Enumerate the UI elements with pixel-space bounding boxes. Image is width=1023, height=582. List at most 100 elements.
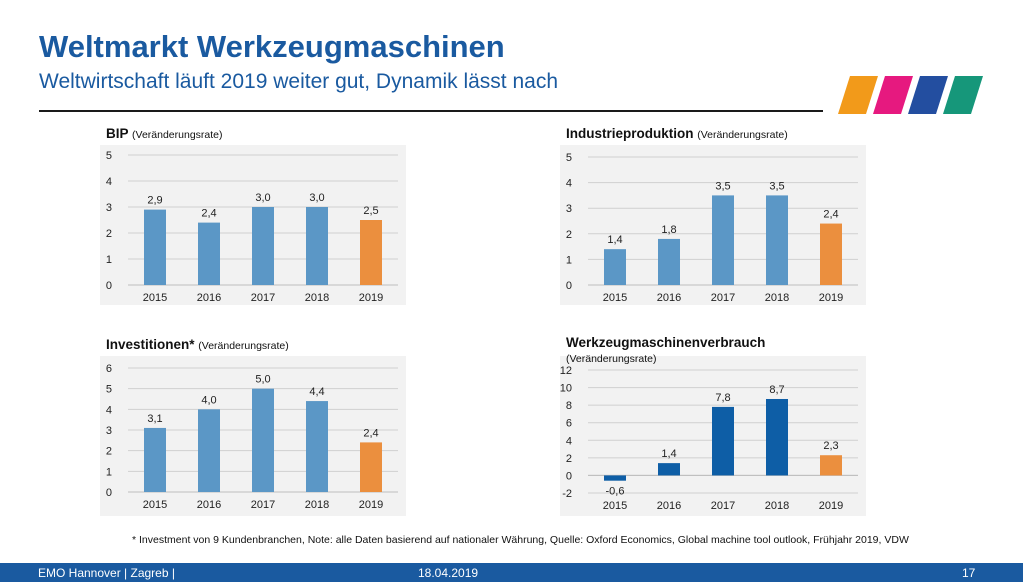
data-label: 2,4 (201, 208, 216, 220)
chart-subtitle-text: (Veränderungsrate) (198, 340, 289, 352)
chart-subtitle-text: (Veränderungsrate) (566, 353, 657, 365)
bar (306, 207, 328, 285)
x-tick-label: 2016 (197, 292, 221, 304)
bar (820, 223, 842, 285)
y-tick-label: 5 (106, 384, 112, 396)
x-tick-label: 2015 (143, 292, 167, 304)
y-tick-label: 6 (566, 418, 572, 430)
y-tick-label: 2 (566, 453, 572, 465)
x-tick-label: 2016 (657, 500, 681, 512)
chart-svg-industrieproduktion: 0 1 2 3 4 5 1,4 2015 1,8 2016 3,5 2017 3,5 2018 2,4 201… (566, 152, 858, 304)
y-tick-label: 4 (106, 404, 112, 416)
chart-title-text: Industrieproduktion (566, 126, 694, 141)
data-label: -0,6 (606, 486, 625, 498)
y-tick-label: 2 (106, 228, 112, 240)
x-tick-label: 2018 (765, 292, 789, 304)
y-tick-label: 3 (106, 202, 112, 214)
data-label: 1,8 (661, 224, 676, 236)
x-tick-label: 2019 (359, 292, 383, 304)
y-tick-label: 1 (106, 466, 112, 478)
data-label: 3,5 (715, 180, 730, 192)
data-label: 7,8 (715, 392, 730, 404)
data-label: 3,0 (309, 192, 324, 204)
footer-date: 18.04.2019 (418, 566, 479, 580)
bar (306, 401, 328, 492)
data-label: 8,7 (769, 384, 784, 396)
chart-title-werkzeugmaschinenverbrauch: Werkzeugmaschinenverbrauch (Veränderungs… (566, 335, 826, 367)
bar (766, 398, 788, 476)
data-label: 1,4 (607, 234, 622, 246)
bar (712, 195, 734, 285)
data-label: 3,1 (147, 413, 162, 425)
y-tick-label: 2 (566, 229, 572, 241)
chart-title-text: BIP (106, 126, 129, 141)
data-label: 2,4 (363, 427, 378, 439)
bar (360, 442, 382, 492)
y-tick-label: 5 (566, 152, 572, 164)
bar (144, 427, 166, 492)
data-label: 3,5 (769, 180, 784, 192)
logo-stripe-magenta (873, 76, 913, 114)
logo-stripe-orange (838, 76, 878, 114)
page-title: Weltmarkt Werkzeugmaschinen (39, 29, 505, 64)
x-tick-label: 2019 (359, 499, 383, 511)
bar (252, 207, 274, 285)
data-label: 4,4 (309, 386, 324, 398)
x-tick-label: 2018 (305, 499, 329, 511)
y-tick-label: -2 (562, 488, 572, 500)
y-tick-label: 0 (106, 280, 112, 292)
x-tick-label: 2015 (143, 499, 167, 511)
data-label: 5,0 (255, 374, 270, 386)
chart-subtitle-text: (Veränderungsrate) (697, 129, 788, 141)
y-tick-label: 3 (106, 425, 112, 437)
data-label: 2,9 (147, 195, 162, 207)
x-tick-label: 2017 (251, 499, 275, 511)
bar (144, 209, 166, 285)
x-tick-label: 2016 (657, 292, 681, 304)
emo-logo-stripes (838, 76, 983, 114)
chart-subtitle-text: (Veränderungsrate) (132, 129, 223, 141)
x-tick-label: 2015 (603, 500, 627, 512)
bar (252, 388, 274, 492)
data-label: 2,4 (823, 209, 838, 221)
x-tick-label: 2017 (711, 500, 735, 512)
y-tick-label: 2 (106, 446, 112, 458)
data-label: 1,4 (661, 448, 676, 460)
bar (712, 406, 734, 476)
chart-industrieproduktion: 0 1 2 3 4 5 1,4 2015 1,8 2016 3,5 2017 3,5 2018 2,4 201… (560, 145, 866, 305)
chart-svg-werkzeugmaschinenverbrauch: -2 0 2 4 6 8 10 12 -0,6 2015 1,4 2016 7,8 2017 8,7 2018… (560, 365, 858, 512)
y-tick-label: 0 (566, 470, 572, 482)
bar (360, 220, 382, 285)
footer-event: EMO Hannover | Zagreb | (38, 566, 175, 580)
logo-stripe-green (943, 76, 983, 114)
x-tick-label: 2017 (711, 292, 735, 304)
x-tick-label: 2017 (251, 292, 275, 304)
bar (604, 249, 626, 285)
title-divider (39, 110, 823, 112)
bar (198, 409, 220, 492)
y-tick-label: 6 (106, 363, 112, 375)
y-tick-label: 1 (566, 254, 572, 266)
y-tick-label: 4 (106, 176, 112, 188)
chart-title-text: Investitionen* (106, 337, 195, 352)
bar (658, 463, 680, 476)
chart-title-investitionen: Investitionen* (Veränderungsrate) (106, 337, 289, 352)
footnote: * Investment von 9 Kundenbranchen, Note:… (132, 534, 909, 546)
y-tick-label: 4 (566, 178, 572, 190)
y-tick-label: 8 (566, 400, 572, 412)
chart-investitionen: 0 1 2 3 4 5 6 3,1 2015 4,0 2016 5,0 2017 4,4 2018 2,4 20… (100, 356, 406, 516)
chart-werkzeugmaschinenverbrauch: -2 0 2 4 6 8 10 12 -0,6 2015 1,4 2016 7,8 2017 8,7 2018… (560, 356, 866, 516)
logo-stripe-blue (908, 76, 948, 114)
x-tick-label: 2019 (819, 500, 843, 512)
chart-title-bip: BIP (Veränderungsrate) (106, 126, 223, 141)
y-tick-label: 5 (106, 150, 112, 162)
bar (604, 475, 626, 481)
chart-title-text: Werkzeugmaschinenverbrauch (566, 335, 766, 350)
y-tick-label: 0 (106, 487, 112, 499)
chart-svg-investitionen: 0 1 2 3 4 5 6 3,1 2015 4,0 2016 5,0 2017 4,4 2018 2,4 20… (106, 363, 398, 511)
data-label: 2,3 (823, 440, 838, 452)
x-tick-label: 2018 (765, 500, 789, 512)
x-tick-label: 2018 (305, 292, 329, 304)
data-label: 3,0 (255, 192, 270, 204)
bar (658, 238, 680, 285)
